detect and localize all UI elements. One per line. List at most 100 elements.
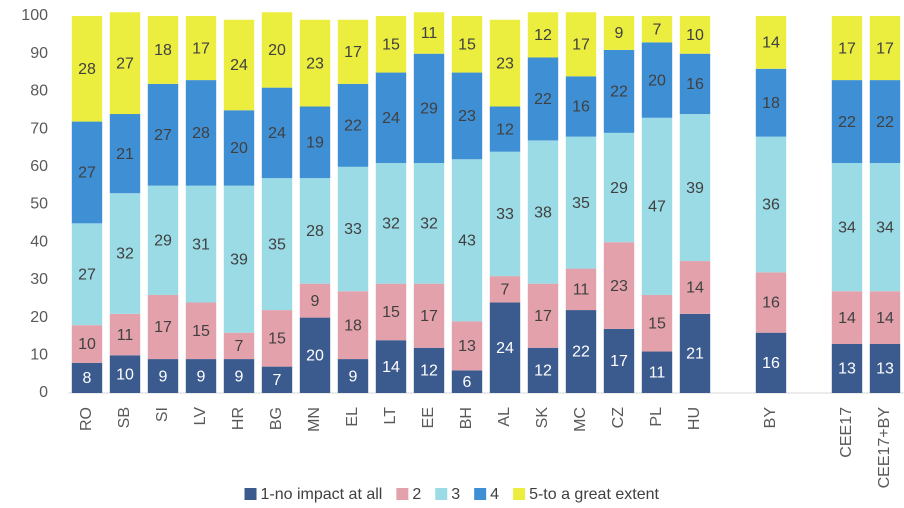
- legend: 1-no impact at all 2 3 4 5-to a great extent: [244, 486, 659, 503]
- bar-segment: [679, 114, 711, 262]
- bar-segment: [451, 159, 483, 322]
- y-tick-label: 0: [39, 384, 48, 401]
- legend-label: 5-to a great extent: [529, 486, 659, 503]
- data-label: 20: [230, 140, 248, 157]
- bar-segment: [603, 132, 635, 243]
- data-label: 32: [116, 246, 134, 263]
- bar-segment: [261, 178, 293, 311]
- legend-swatch: [474, 488, 487, 500]
- bar-segment: [261, 12, 293, 88]
- data-label: 11: [573, 282, 590, 299]
- data-label: 13: [876, 361, 894, 378]
- x-tick-label: HU: [686, 407, 703, 430]
- bar-segment: [451, 321, 483, 371]
- bar-segment: [641, 16, 673, 43]
- data-label: 21: [116, 146, 134, 163]
- data-label: 13: [838, 361, 856, 378]
- x-tick-label: BH: [458, 407, 475, 429]
- bar-segment: [223, 185, 255, 333]
- bar-segment: [641, 351, 673, 393]
- bar-segment: [641, 117, 673, 295]
- bar-segment: [831, 80, 863, 164]
- bar-segment: [147, 294, 179, 360]
- data-label: 22: [610, 84, 628, 101]
- data-label: 22: [344, 118, 362, 135]
- y-tick-label: 60: [30, 158, 48, 175]
- x-tick-label: CEE17+BY: [876, 407, 893, 489]
- data-label: 32: [420, 216, 438, 233]
- bar-segment: [109, 313, 141, 356]
- data-label: 22: [572, 344, 590, 361]
- data-label: 34: [838, 219, 856, 236]
- bar-segment: [71, 121, 103, 224]
- bar-segment: [109, 193, 141, 314]
- bar-segment: [185, 185, 217, 303]
- data-label: 23: [610, 278, 628, 295]
- bar-segment: [755, 272, 787, 333]
- data-label: 35: [572, 195, 590, 212]
- data-label: 39: [230, 251, 248, 268]
- x-tick-label: PL: [648, 407, 665, 427]
- data-label: 21: [686, 346, 704, 363]
- data-label: 12: [420, 363, 438, 380]
- bar-segment: [755, 136, 787, 273]
- bar-segment: [71, 362, 103, 393]
- bar-segment: [223, 19, 255, 111]
- data-label: 23: [496, 55, 514, 72]
- bar-segment: [451, 370, 483, 393]
- x-tick-label: AL: [496, 407, 513, 427]
- data-label: 28: [78, 61, 96, 78]
- data-label: 29: [610, 180, 628, 197]
- data-label: 7: [235, 338, 244, 355]
- x-tick-label: MN: [306, 407, 323, 432]
- data-label: 32: [382, 216, 400, 233]
- bar-segment: [679, 313, 711, 393]
- data-label: 17: [572, 36, 590, 53]
- legend-swatch: [513, 488, 526, 500]
- bar-segment: [603, 328, 635, 393]
- bar-segment: [337, 166, 369, 292]
- legend-label: 1-no impact at all: [261, 486, 383, 503]
- bar-segment: [337, 291, 369, 360]
- bar-segment: [337, 19, 369, 84]
- data-label: 34: [876, 219, 894, 236]
- data-label: 27: [116, 55, 134, 72]
- data-label: 15: [382, 36, 400, 53]
- data-label: 14: [762, 35, 780, 52]
- data-label: 12: [534, 27, 552, 44]
- data-label: 17: [154, 319, 172, 336]
- data-label: 24: [268, 125, 286, 142]
- x-tick-label: CZ: [610, 407, 627, 429]
- bar-segment: [527, 12, 559, 58]
- legend-swatch: [396, 488, 409, 500]
- bar-segment: [375, 16, 407, 73]
- data-label: 43: [458, 233, 476, 250]
- bar-segment: [147, 359, 179, 393]
- x-tick-label: LT: [382, 407, 399, 425]
- y-tick-label: 50: [30, 196, 48, 213]
- bar-segment: [223, 332, 255, 360]
- bar-segment: [223, 110, 255, 186]
- bar-segment: [413, 347, 445, 393]
- y-tick-label: 80: [30, 83, 48, 100]
- data-label: 17: [420, 308, 438, 325]
- legend-swatch: [435, 488, 448, 500]
- bar-segment: [489, 276, 521, 303]
- data-label: 18: [154, 42, 172, 59]
- x-tick-label: HR: [230, 407, 247, 430]
- data-label: 7: [653, 21, 662, 38]
- bar-segment: [603, 49, 635, 133]
- bar-segment: [413, 283, 445, 348]
- data-label: 18: [762, 95, 780, 112]
- data-label: 7: [273, 372, 282, 389]
- data-label: 17: [344, 44, 362, 61]
- bar-segment: [375, 163, 407, 284]
- bar-segment: [755, 16, 787, 69]
- data-label: 24: [382, 110, 400, 127]
- bar-segment: [603, 16, 635, 50]
- data-label: 9: [197, 368, 206, 385]
- data-label: 17: [534, 308, 552, 325]
- bar-segment: [147, 16, 179, 84]
- bar-segment: [185, 16, 217, 81]
- bar-segment: [261, 366, 293, 393]
